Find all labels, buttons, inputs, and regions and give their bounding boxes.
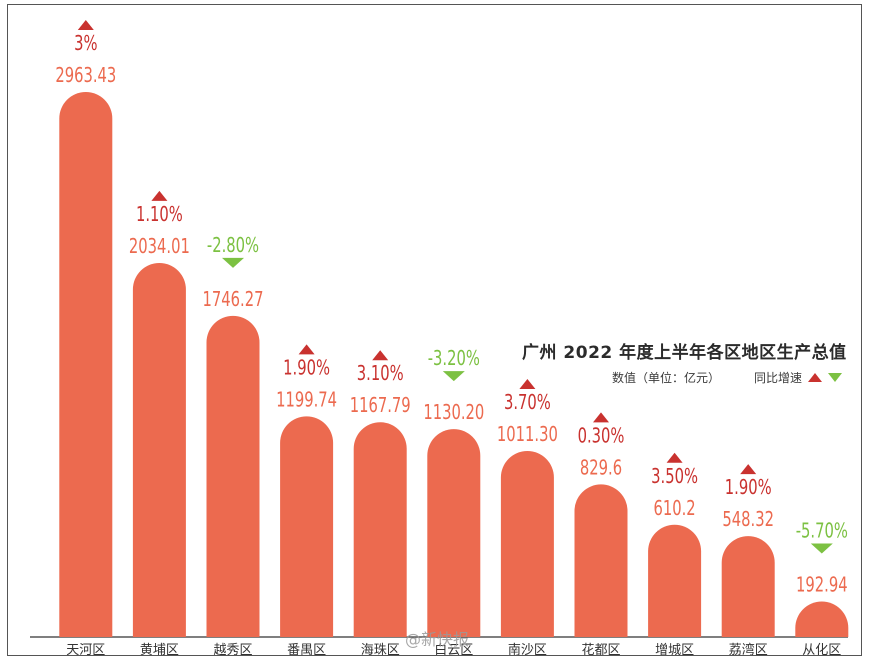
growth-label: 3% bbox=[74, 33, 97, 56]
up-triangle-icon bbox=[593, 412, 609, 423]
up-triangle-icon bbox=[298, 344, 315, 355]
bar-南沙区 bbox=[500, 451, 554, 637]
bar-增城区 bbox=[648, 524, 702, 637]
up-triangle-icon bbox=[666, 452, 683, 463]
bar-从化区 bbox=[795, 601, 849, 637]
bar-chart: 2963.43 3% 天河区 2034.01 1.10% 黄埔区 1746.27 -2.80%… bbox=[30, 20, 849, 655]
value-label: 1199.74 bbox=[276, 389, 337, 412]
growth-label: -3.20% bbox=[428, 348, 480, 371]
up-triangle-icon bbox=[519, 379, 536, 390]
value-label: 548.32 bbox=[722, 509, 774, 532]
growth-label: 3.50% bbox=[651, 465, 698, 488]
chart-title: 广州 2022 年度上半年各区地区生产总值 bbox=[522, 343, 847, 363]
growth-label: 3.70% bbox=[504, 392, 551, 415]
value-label: 1130.20 bbox=[423, 402, 484, 425]
category-label: 增城区 bbox=[655, 643, 694, 655]
value-label: 2963.43 bbox=[55, 65, 116, 88]
category-label: 南沙区 bbox=[508, 642, 547, 655]
up-triangle-icon bbox=[372, 350, 389, 361]
category-label: 海珠区 bbox=[361, 643, 400, 655]
legend: 数值（单位：亿元） 同比增速 bbox=[612, 369, 843, 386]
value-label: 1167.79 bbox=[350, 395, 411, 418]
watermark: @新快报 bbox=[405, 630, 470, 649]
up-triangle-icon bbox=[740, 464, 757, 475]
category-label: 天河区 bbox=[66, 643, 105, 655]
category-label: 从化区 bbox=[802, 643, 841, 655]
down-triangle-icon bbox=[810, 543, 833, 554]
bar-越秀区 bbox=[206, 315, 260, 637]
up-triangle-icon bbox=[151, 190, 168, 201]
category-label: 荔湾区 bbox=[729, 642, 768, 655]
growth-label: -5.70% bbox=[796, 520, 848, 543]
value-label: 2034.01 bbox=[129, 235, 190, 258]
growth-label: -2.80% bbox=[207, 234, 259, 257]
bar-荔湾区 bbox=[721, 536, 775, 637]
unit-label: 数值（单位：亿元） bbox=[612, 371, 721, 385]
up-triangle-icon bbox=[77, 20, 94, 30]
category-label: 越秀区 bbox=[213, 643, 252, 655]
value-label: 192.94 bbox=[796, 574, 848, 597]
bar-白云区 bbox=[427, 429, 481, 637]
value-label: 1011.30 bbox=[497, 424, 558, 447]
value-label: 829.6 bbox=[580, 457, 622, 480]
growth-legend-label: 同比增速 bbox=[754, 371, 803, 385]
growth-label: 0.30% bbox=[578, 425, 625, 448]
bar-番禺区 bbox=[280, 416, 334, 637]
category-label: 白云区 bbox=[434, 642, 473, 655]
bar-黄埔区 bbox=[132, 262, 186, 637]
chart-frame: 2963.43 3% 天河区 2034.01 1.10% 黄埔区 1746.27 -2.80%… bbox=[7, 4, 862, 656]
category-label: 黄埔区 bbox=[140, 643, 179, 655]
category-label: 番禺区 bbox=[287, 643, 326, 655]
bar-海珠区 bbox=[353, 422, 407, 637]
growth-label: 1.90% bbox=[283, 357, 330, 380]
down-triangle-icon bbox=[442, 371, 465, 382]
growth-label: 1.90% bbox=[725, 477, 772, 500]
down-triangle-icon bbox=[222, 257, 244, 268]
up-triangle-icon bbox=[808, 373, 823, 382]
value-label: 1746.27 bbox=[203, 288, 264, 311]
bar-花都区 bbox=[574, 484, 628, 637]
chart-title-box: 广州 2022 年度上半年各区地区生产总值 bbox=[522, 338, 862, 363]
growth-label: 1.10% bbox=[136, 203, 183, 226]
bar-天河区 bbox=[59, 92, 113, 638]
value-label: 610.2 bbox=[654, 497, 696, 520]
growth-label: 3.10% bbox=[357, 363, 404, 386]
category-label: 花都区 bbox=[581, 642, 620, 655]
down-triangle-icon bbox=[828, 373, 843, 382]
